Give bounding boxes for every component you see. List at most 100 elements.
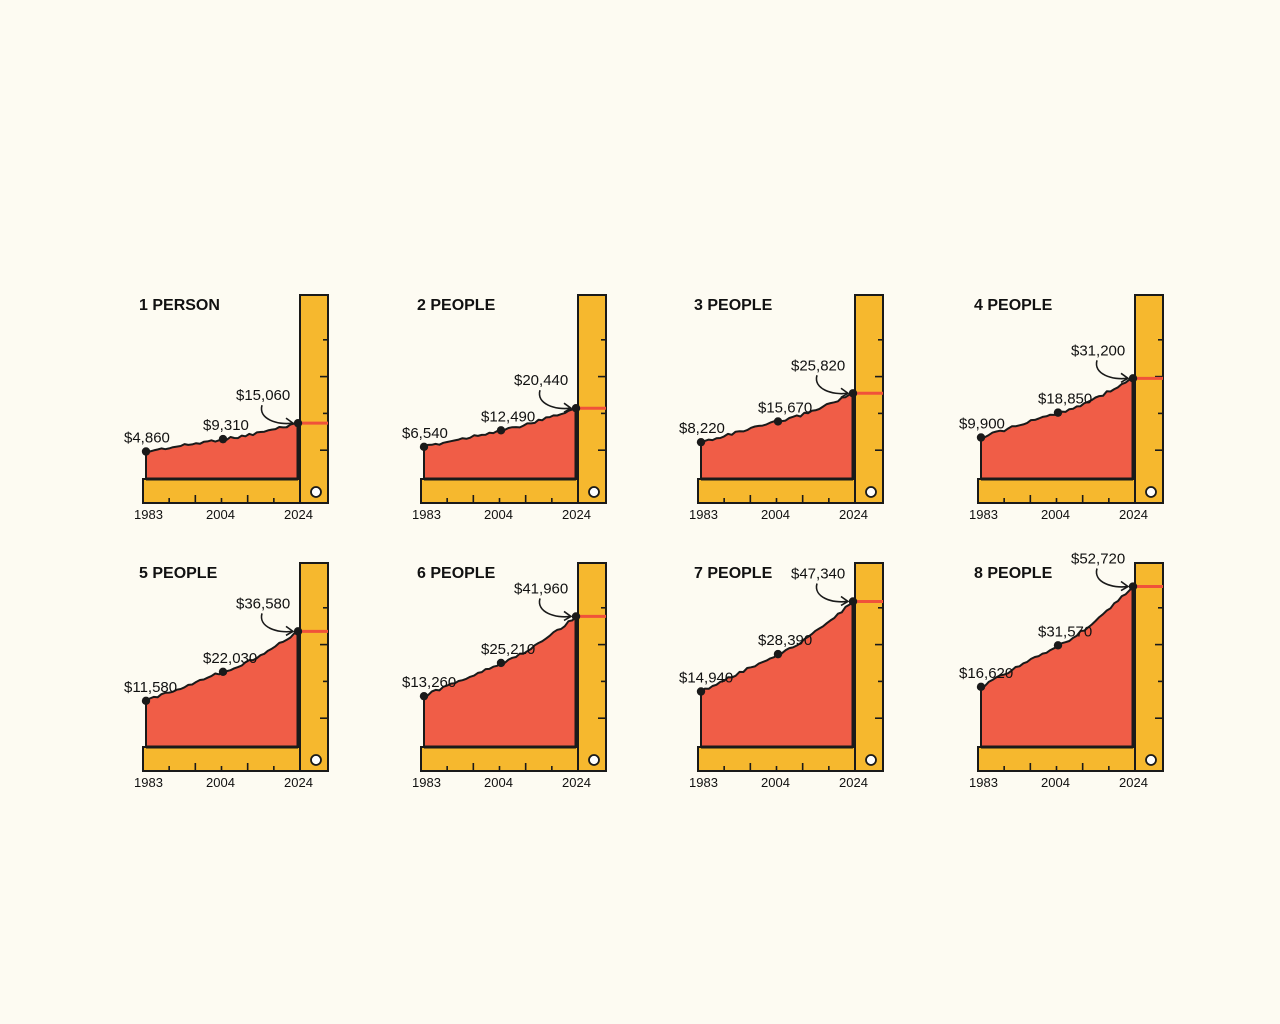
value-label: $16,620 xyxy=(959,665,1013,682)
x-tick-label: 2004 xyxy=(1041,775,1070,790)
x-tick-label: 1983 xyxy=(134,775,163,790)
data-point xyxy=(696,687,706,696)
data-point xyxy=(976,433,986,442)
annotation-arrow xyxy=(260,613,293,633)
x-tick-label: 2024 xyxy=(1119,775,1148,790)
x-tick-label: 1983 xyxy=(412,775,441,790)
value-label: $9,310 xyxy=(203,417,249,434)
value-label: $4,860 xyxy=(124,429,170,446)
data-point xyxy=(571,404,581,413)
area-fill xyxy=(146,423,298,479)
data-point xyxy=(773,649,783,659)
data-point xyxy=(141,696,151,706)
value-label: $31,570 xyxy=(1038,623,1092,640)
panel-1: $4,860 $9,310 $15,060 1983 2004 2024 1 PERSON xyxy=(124,294,329,522)
panel-title: 4 PEOPLE xyxy=(974,297,1053,314)
ruler-hole xyxy=(310,486,322,498)
ruler-bottom-bar xyxy=(420,746,607,772)
x-tick-label: 1983 xyxy=(689,507,718,522)
data-point xyxy=(419,442,429,452)
ruler-vertical-column xyxy=(299,294,329,504)
x-tick-label: 2004 xyxy=(206,775,235,790)
panel-5: $11,580 $22,030 $36,580 1983 2004 2024 5 PEOPL… xyxy=(124,562,329,790)
ruler-vertical-column xyxy=(577,562,607,772)
annotation-arrow xyxy=(538,389,571,410)
data-point xyxy=(848,389,858,398)
annotation-arrowhead xyxy=(285,417,295,428)
x-tick-label: 2004 xyxy=(761,775,790,790)
x-tick-label: 1983 xyxy=(134,507,163,522)
panel-title: 5 PEOPLE xyxy=(139,565,218,582)
value-label: $11,580 xyxy=(124,679,177,696)
data-point xyxy=(976,682,986,692)
value-label: $13,260 xyxy=(402,674,456,691)
x-tick-label: 2024 xyxy=(284,507,313,522)
ruler-hole xyxy=(310,754,322,766)
annotation-arrow xyxy=(1095,360,1128,380)
x-tick-label: 2004 xyxy=(1041,507,1070,522)
area-fill xyxy=(981,378,1133,479)
ruler-bottom-bar xyxy=(142,478,329,504)
value-label: $12,490 xyxy=(481,408,535,425)
value-label: $22,030 xyxy=(203,650,257,667)
x-tick-label: 1983 xyxy=(689,775,718,790)
annotation-arrow xyxy=(815,375,848,395)
x-tick-label: 2004 xyxy=(206,507,235,522)
value-label: $47,340 xyxy=(791,565,845,582)
annotation-arrow xyxy=(1095,568,1128,588)
annotation-arrow xyxy=(260,404,293,425)
ruler-hole xyxy=(865,486,877,498)
value-label: $36,580 xyxy=(236,595,290,612)
x-tick-label: 2024 xyxy=(839,507,868,522)
ruler-vertical-column xyxy=(299,562,329,772)
value-label: $6,540 xyxy=(402,425,448,442)
area-fill xyxy=(981,586,1133,747)
panel-title: 8 PEOPLE xyxy=(974,565,1053,582)
value-label: $28,390 xyxy=(758,632,812,649)
data-point xyxy=(141,447,151,456)
value-label: $8,220 xyxy=(679,420,725,437)
x-tick-label: 2024 xyxy=(839,775,868,790)
ruler-vertical-column xyxy=(577,294,607,504)
x-tick-label: 1983 xyxy=(969,507,998,522)
x-tick-label: 1983 xyxy=(412,507,441,522)
panel-title: 1 PERSON xyxy=(139,297,220,314)
annotation-arrowhead xyxy=(285,625,295,637)
data-point xyxy=(571,612,581,621)
x-tick-label: 2004 xyxy=(761,507,790,522)
panel-title: 6 PEOPLE xyxy=(417,565,496,582)
annotation-arrowhead xyxy=(1120,372,1130,384)
value-label: $14,940 xyxy=(679,669,733,686)
data-point xyxy=(293,627,303,636)
ruler-bottom-bar xyxy=(697,746,884,772)
ruler-hole xyxy=(1145,486,1157,498)
ruler-vertical-column xyxy=(854,562,884,772)
annotation-arrowhead xyxy=(1120,580,1130,592)
area-fill xyxy=(146,631,298,747)
panel-title: 7 PEOPLE xyxy=(694,565,773,582)
data-point xyxy=(1053,641,1063,650)
data-point xyxy=(696,437,706,447)
panel-8: $16,620 $31,570 $52,720 1983 2004 2024 8 PEOPL… xyxy=(959,551,1164,790)
value-label: $41,960 xyxy=(514,580,568,597)
panel-title: 3 PEOPLE xyxy=(694,297,773,314)
value-label: $25,210 xyxy=(481,641,535,658)
panel-6: $13,260 $25,210 $41,960 1983 2004 2024 6 PEOPL… xyxy=(402,562,607,790)
data-point xyxy=(419,691,429,701)
panel-3: $8,220 $15,670 $25,820 1983 2004 2024 3 PEOPLE xyxy=(679,294,884,522)
area-fill xyxy=(424,616,576,747)
ruler-vertical-column xyxy=(854,294,884,504)
value-label: $18,850 xyxy=(1038,391,1092,408)
ruler-hole xyxy=(588,754,600,766)
value-label: $52,720 xyxy=(1071,551,1125,568)
panel-7: $14,940 $28,390 $47,340 1983 2004 2024 7 PEOPL… xyxy=(679,562,884,790)
data-point xyxy=(848,597,858,606)
data-point xyxy=(773,417,783,426)
value-label: $20,440 xyxy=(514,372,568,389)
annotation-arrowhead xyxy=(563,610,573,622)
panel-4: $9,900 $18,850 $31,200 1983 2004 2024 4 PEOPLE xyxy=(959,294,1164,522)
annotation-arrowhead xyxy=(563,402,573,413)
ruler-vertical-column xyxy=(1134,294,1164,504)
ruler-hole xyxy=(865,754,877,766)
